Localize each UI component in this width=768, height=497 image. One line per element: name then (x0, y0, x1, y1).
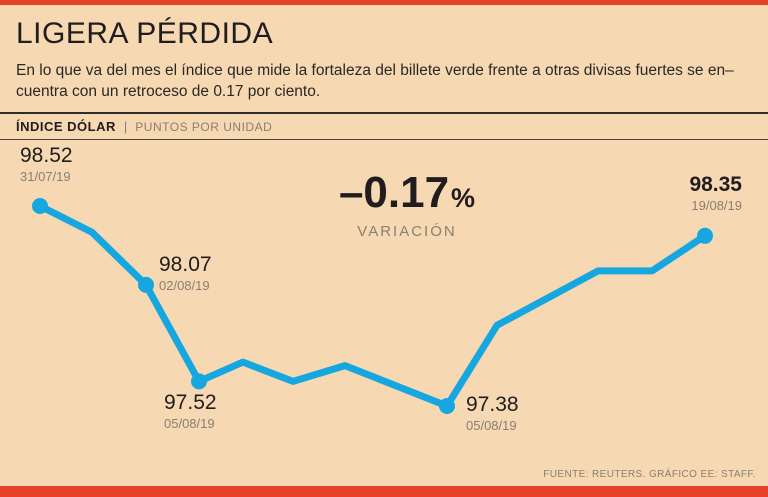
chart-title: ÍNDICE DÓLAR (16, 119, 116, 134)
point-date: 31/07/19 (20, 169, 71, 184)
chart-units-label: PUNTOS POR UNIDAD (135, 119, 273, 134)
point-label-05-08-low: 97.52 05/08/19 (164, 391, 217, 432)
headline: LIGERA PÉRDIDA (16, 17, 274, 50)
point-value: 98.52 (20, 144, 73, 167)
point-date: 05/08/19 (164, 416, 215, 431)
bottom-accent-bar (0, 486, 768, 497)
chart-header-bar: ÍNDICE DÓLAR | PUNTOS POR UNIDAD (0, 112, 768, 140)
point-value: 98.07 (159, 253, 212, 276)
point-value: 97.38 (466, 393, 519, 416)
point-date: 19/08/19 (691, 198, 742, 213)
percent-sign: % (451, 183, 476, 213)
point-label-02-08: 98.07 02/08/19 (159, 253, 212, 294)
data-point-marker (191, 373, 207, 390)
point-label-31-07: 98.52 31/07/19 (20, 144, 73, 185)
top-accent-bar (0, 0, 768, 5)
variation-value: –0.17% (312, 170, 502, 221)
point-date: 05/08/19 (466, 418, 517, 433)
variation-caption: VARIACIÓN (357, 223, 457, 240)
variation-number: –0.17 (338, 168, 450, 217)
description-text: En lo que va del mes el índice que mide … (16, 62, 734, 100)
data-point-marker (697, 227, 713, 244)
point-date: 02/08/19 (159, 278, 210, 293)
data-point-marker (138, 276, 154, 293)
source-credit: FUENTE: REUTERS. GRÁFICO EE: STAFF. (543, 469, 756, 480)
variation-highlight: –0.17% VARIACIÓN (312, 170, 502, 241)
point-value: 97.52 (164, 391, 217, 414)
data-point-marker (32, 198, 48, 214)
data-point-marker (439, 398, 455, 414)
kicker-separator: | (123, 119, 128, 134)
point-label-05-08-min: 97.38 05/08/19 (466, 393, 519, 434)
point-value: 98.35 (689, 173, 742, 196)
point-label-19-08: 98.35 19/08/19 (689, 173, 742, 214)
